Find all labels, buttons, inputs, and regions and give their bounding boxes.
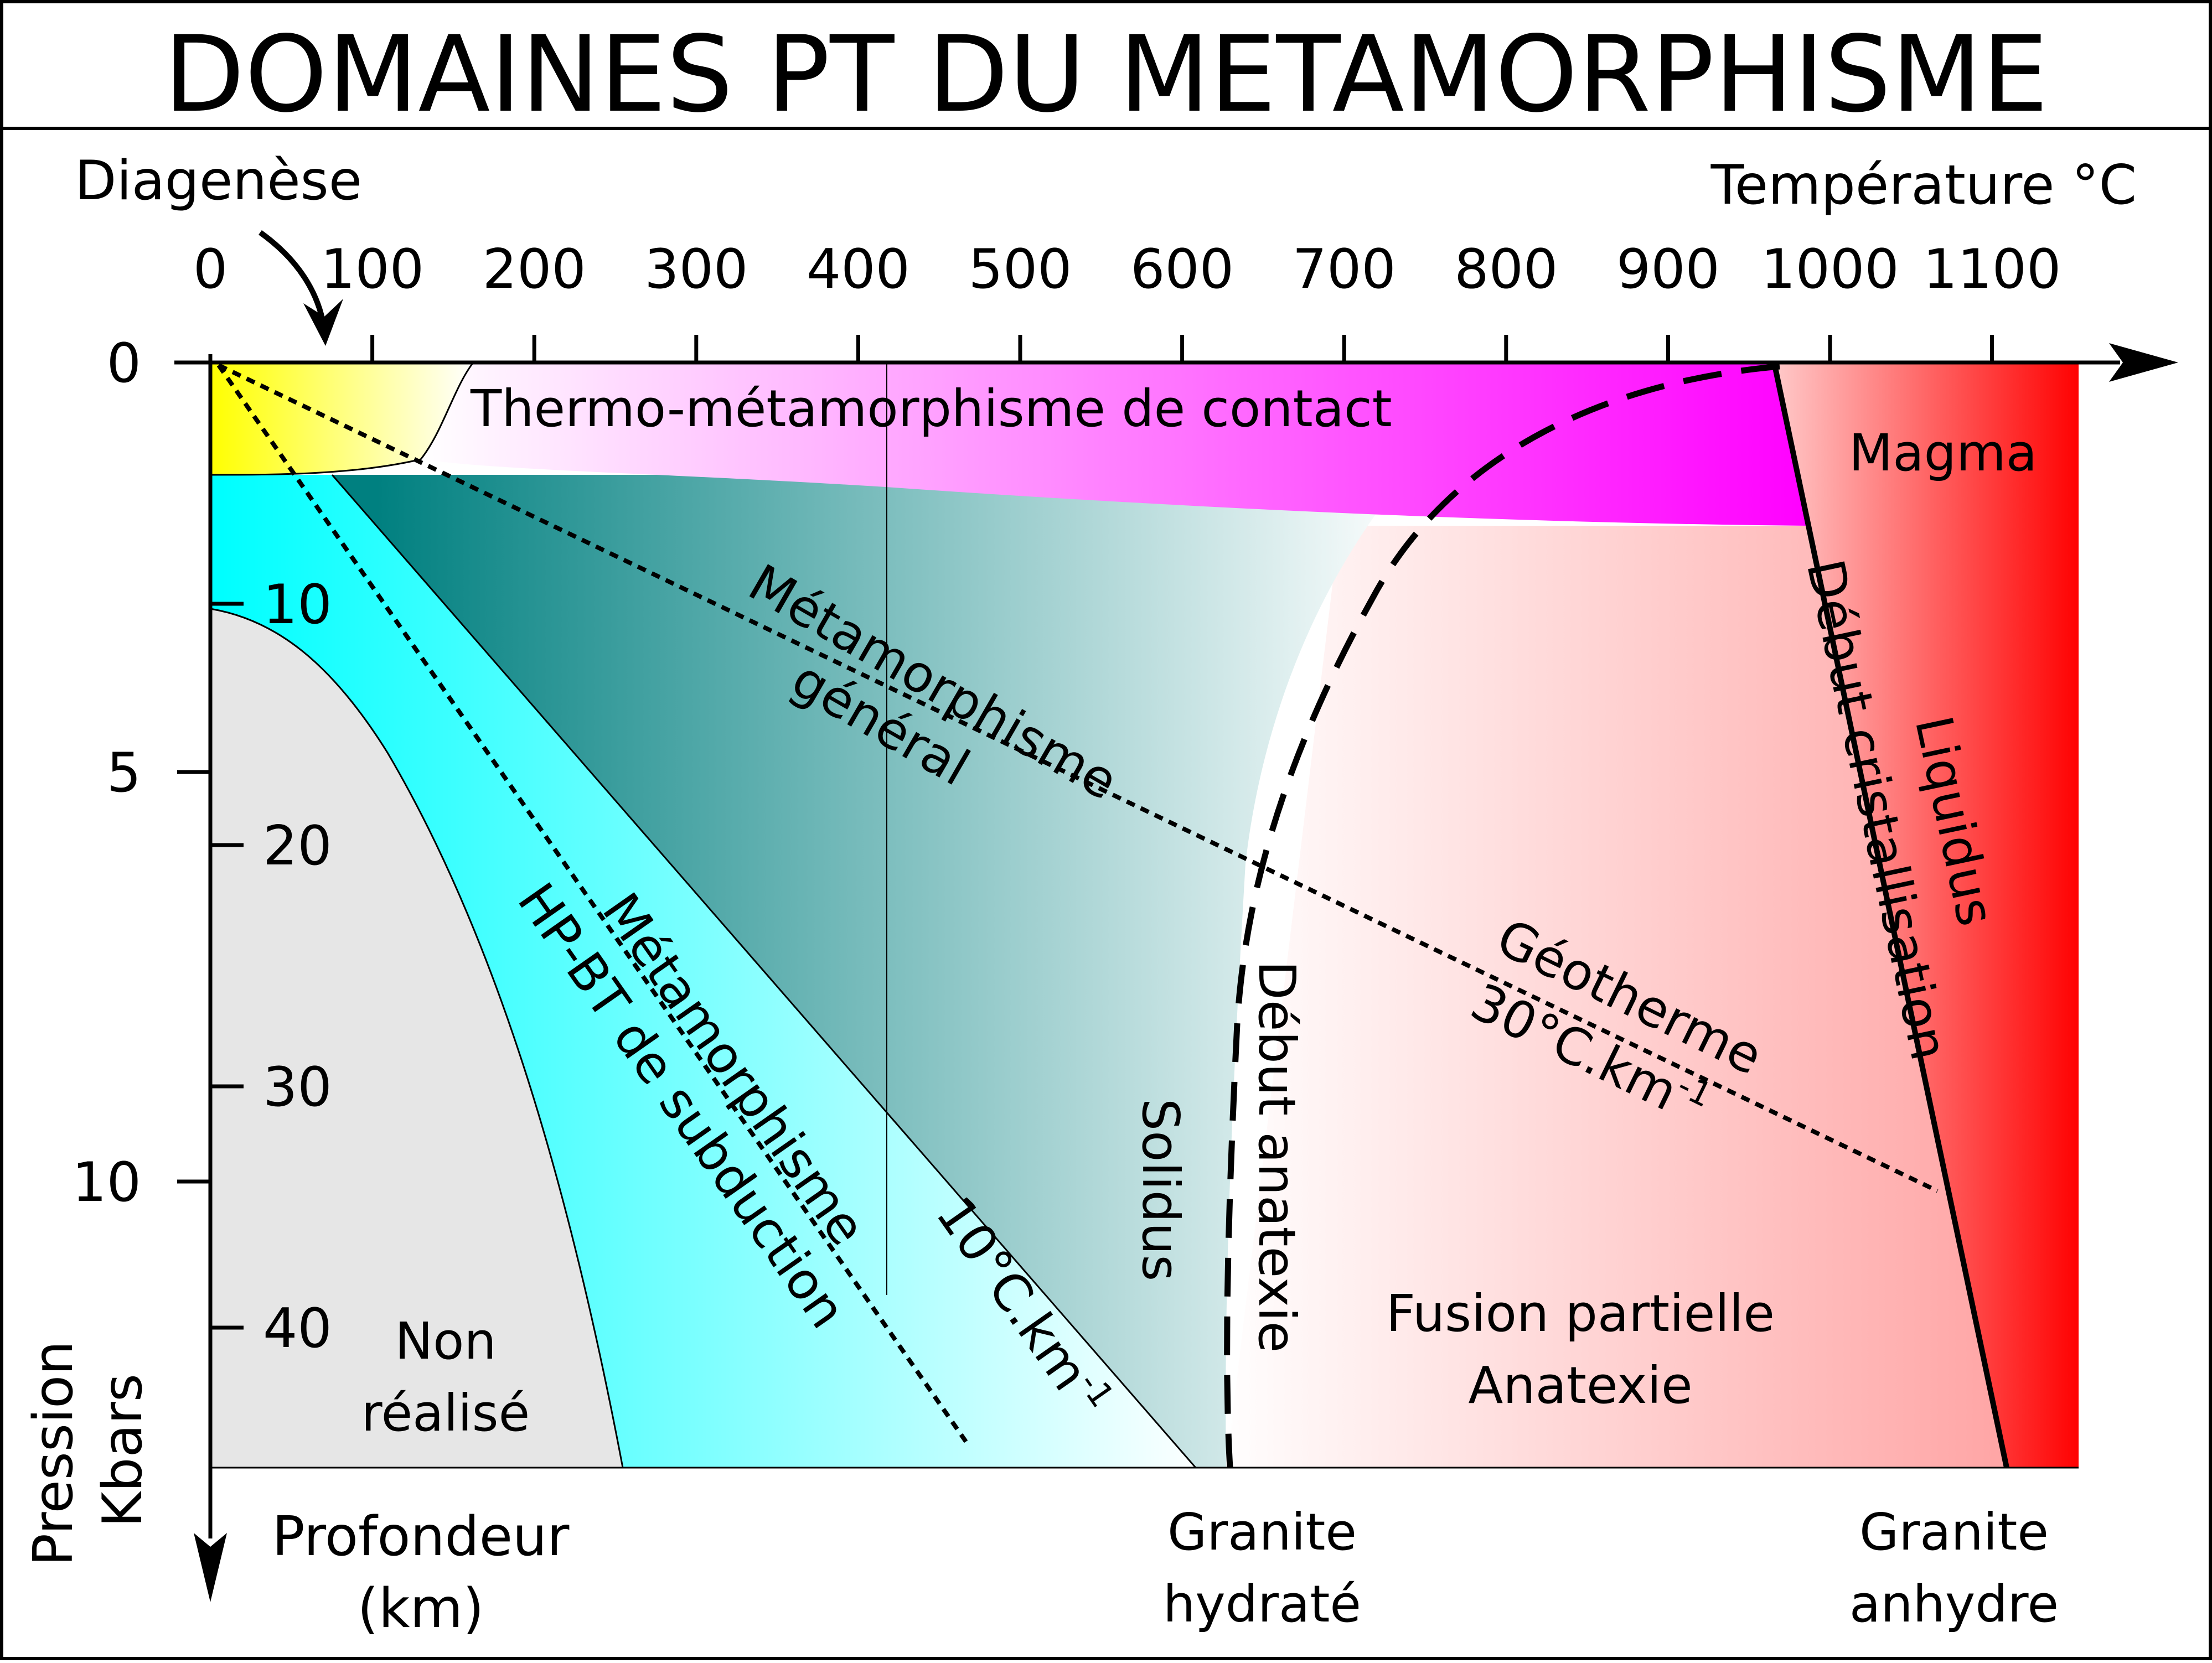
diagenese-outline <box>210 362 474 476</box>
non-realise-label-line2: réalisé <box>361 1384 530 1443</box>
fusion-label-line2: Anatexie <box>1468 1356 1692 1415</box>
geotherm-10-line <box>216 364 968 1443</box>
contact-label: Thermo-métamorphisme de contact <box>470 379 1392 438</box>
granite-hydrate-label-line1: Granite <box>1167 1503 1357 1562</box>
temperature-axis-label: Température °C <box>1710 154 2137 217</box>
pressure-ticks: 0 5 10 <box>72 332 210 1214</box>
temperature-tick-label-500: 500 <box>968 238 1072 301</box>
non-realise-region <box>210 609 623 1468</box>
solidus-curve <box>1224 363 1780 1468</box>
pressure-tick-label-10: 10 <box>72 1151 141 1214</box>
depth-tick-label-40: 40 <box>263 1297 332 1360</box>
diagenese-arrow-head <box>303 299 343 346</box>
temperature-tick-label-0: 0 <box>193 238 228 301</box>
hpbt-upper-boundary <box>331 474 1197 1468</box>
granite-anhydre-label-line2: anhydre <box>1849 1574 2059 1634</box>
temperature-tick-label-300: 300 <box>644 238 748 301</box>
temperature-tick-label-400: 400 <box>807 238 910 301</box>
temperature-tick-label-1000: 1000 <box>1761 238 1899 301</box>
depth-unit-label: (km) <box>358 1577 484 1640</box>
depth-tick-label-20: 20 <box>263 815 332 878</box>
temperature-ticks: 0 100 200 300 400 500 600 700 800 900 1000 1100 <box>193 238 2061 362</box>
pressure-tick-label-0: 0 <box>107 332 141 395</box>
granite-anhydre-label-line1: Granite <box>1859 1503 2049 1562</box>
pressure-axis-arrow <box>194 1533 227 1602</box>
diagenese-arrow <box>259 230 327 327</box>
pressure-unit-label: Kbars <box>91 1374 154 1527</box>
depth-tick-label-30: 30 <box>263 1056 332 1119</box>
temperature-tick-label-800: 800 <box>1454 238 1558 301</box>
depth-ticks: 10 20 30 40 <box>210 573 332 1360</box>
temperature-tick-label-100: 100 <box>321 238 424 301</box>
magma-region <box>1774 362 2079 1468</box>
page-title: DOMAINES PT DU METAMORPHISME <box>164 13 2049 136</box>
depth-tick-label-10: 10 <box>263 573 332 636</box>
magma-label: Magma <box>1849 423 2037 483</box>
fusion-region <box>1226 526 2004 1468</box>
solidus-label: Solidus <box>1131 1099 1190 1281</box>
fusion-label-line1: Fusion partielle <box>1386 1284 1775 1343</box>
temperature-tick-label-700: 700 <box>1293 238 1396 301</box>
temperature-tick-label-200: 200 <box>483 238 586 301</box>
granite-hydrate-label-line2: hydraté <box>1163 1574 1361 1634</box>
non-realise-boundary <box>210 608 624 1468</box>
hpbt-region <box>210 475 1196 1468</box>
temperature-tick-label-900: 900 <box>1616 238 1720 301</box>
general-region <box>332 475 1406 1468</box>
pressure-tick-label-5: 5 <box>107 742 141 805</box>
temperature-tick-label-1100: 1100 <box>1923 238 2061 301</box>
pressure-axis-label: Pression <box>22 1341 85 1566</box>
liquidus-line <box>1771 361 2009 1469</box>
geotherm-30-line <box>218 363 1939 1193</box>
diagenese-label: Diagenèse <box>75 149 362 213</box>
temperature-tick-label-600: 600 <box>1130 238 1234 301</box>
non-realise-label-line1: Non <box>395 1312 496 1371</box>
contact-region <box>421 362 1807 526</box>
depth-axis-label: Profondeur <box>272 1505 570 1568</box>
debut-anatexie-label: Début anatexie <box>1247 961 1306 1353</box>
temperature-axis-arrow <box>2109 343 2178 382</box>
